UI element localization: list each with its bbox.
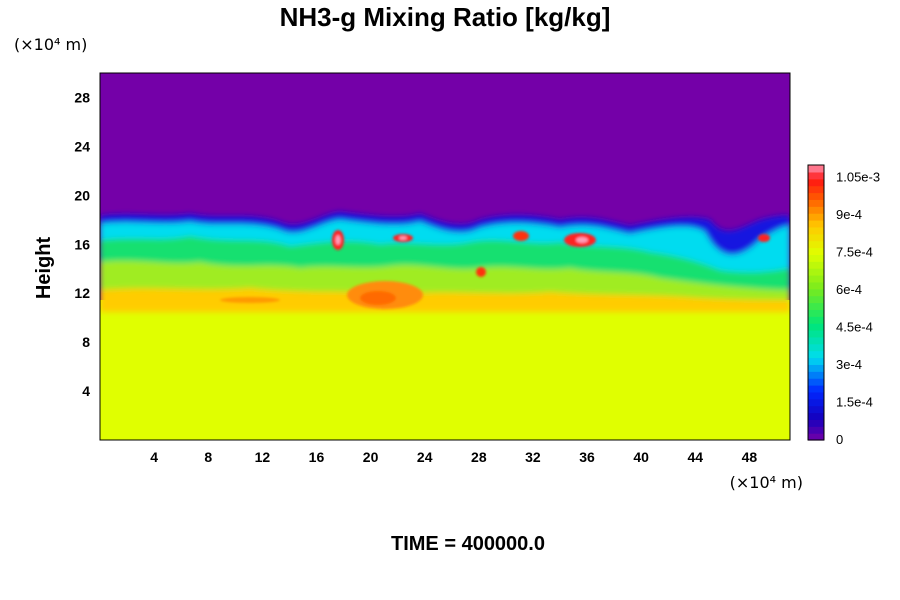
colorbar-level: [808, 220, 824, 228]
colorbar-level: [808, 426, 824, 434]
colorbar-level: [808, 268, 824, 276]
colorbar-level: [808, 385, 824, 393]
colorbar-level: [808, 336, 824, 345]
x-tick-label: 28: [471, 449, 487, 465]
x-tick-label: 48: [742, 449, 758, 465]
colorbar-tick-label: 1.05e-3: [836, 170, 880, 185]
y-tick-label: 20: [74, 187, 90, 203]
colorbar-tick-label: 3e-4: [836, 357, 862, 372]
colorbar-level: [808, 412, 824, 420]
colorbar-level: [808, 295, 824, 304]
x-axis-unit: (×10⁴ m): [730, 473, 803, 492]
colorbar-tick-label: 9e-4: [836, 207, 862, 222]
x-tick-label: 32: [525, 449, 541, 465]
y-tick-label: 4: [82, 383, 90, 399]
x-tick-label: 40: [633, 449, 649, 465]
x-tick-label: 12: [255, 449, 271, 465]
colorbar-level: [808, 206, 824, 214]
colorbar-tick-label: 0: [836, 432, 843, 447]
colorbar-level: [808, 233, 824, 242]
colorbar-tick-label: 6e-4: [836, 282, 862, 297]
colorbar-level: [808, 371, 824, 379]
colorbar-level: [808, 398, 824, 407]
colorbar-level: [808, 302, 824, 310]
x-axis-ticks: 4 8 12 16 20 24 28 32 36 40 44 48: [150, 449, 757, 465]
colorbar-level: [808, 281, 824, 290]
colorbar-level: [808, 316, 824, 324]
x-tick-label: 16: [309, 449, 325, 465]
hotspots: [220, 230, 770, 309]
colorbar-level: [808, 391, 824, 400]
colorbar-level: [808, 350, 824, 359]
colorbar-frame: [807, 164, 825, 441]
y-axis-ticks: 4 8 12 16 20 24 28: [74, 89, 90, 399]
colorbar-level: [808, 343, 824, 352]
lower-layer-region: [100, 300, 790, 440]
colorbar-level: [808, 309, 824, 317]
y-tick-label: 8: [82, 334, 90, 350]
colorbar-level: [808, 288, 824, 297]
y-tick-label: 24: [74, 138, 90, 154]
colorbar-level: [808, 213, 824, 221]
chart-title: NH3-g Mixing Ratio [kg/kg]: [280, 2, 611, 32]
colorbar-tick-label: 4.5e-4: [836, 320, 873, 335]
colorbar-level: [808, 165, 824, 173]
colorbar-level: [808, 357, 824, 365]
time-label: TIME = 400000.0: [391, 533, 545, 555]
colorbar-level: [808, 275, 824, 283]
x-tick-label: 44: [688, 449, 704, 465]
heatmap-plot-area: [100, 73, 790, 440]
colorbar-level: [808, 199, 824, 207]
x-tick-label: 20: [363, 449, 379, 465]
x-tick-label: 24: [417, 449, 433, 465]
colorbar-level: [808, 330, 824, 338]
colorbar: [808, 165, 824, 441]
y-axis-unit: (×10⁴ m): [14, 35, 87, 54]
y-tick-label: 12: [74, 285, 90, 301]
colorbar-level: [808, 405, 824, 414]
colorbar-level: [808, 171, 824, 180]
colorbar-level: [808, 247, 824, 255]
x-tick-label: 4: [150, 449, 158, 465]
y-tick-label: 28: [74, 89, 90, 105]
colorbar-ticks: 0 1.5e-4 3e-4 4.5e-4 6e-4 7.5e-4 9e-4 1.05e-3: [836, 170, 880, 448]
y-tick-label: 16: [74, 236, 90, 252]
colorbar-level: [808, 419, 824, 427]
colorbar-level: [808, 192, 824, 200]
colorbar-level: [808, 254, 824, 262]
colorbar-level: [808, 364, 824, 372]
colorbar-tick-label: 1.5e-4: [836, 395, 873, 410]
colorbar-level: [808, 240, 824, 249]
x-tick-label: 36: [579, 449, 595, 465]
y-axis-label: Height: [33, 237, 55, 300]
x-tick-label: 8: [204, 449, 212, 465]
colorbar-level: [808, 178, 824, 187]
plot-frame: [99, 72, 791, 441]
colorbar-level: [808, 185, 824, 194]
colorbar-tick-label: 7.5e-4: [836, 245, 873, 260]
transition-layer: [100, 212, 790, 312]
colorbar-level: [808, 226, 824, 235]
colorbar-level: [808, 433, 824, 441]
colorbar-level: [808, 378, 824, 386]
colorbar-level: [808, 323, 824, 331]
colorbar-level: [808, 261, 824, 269]
